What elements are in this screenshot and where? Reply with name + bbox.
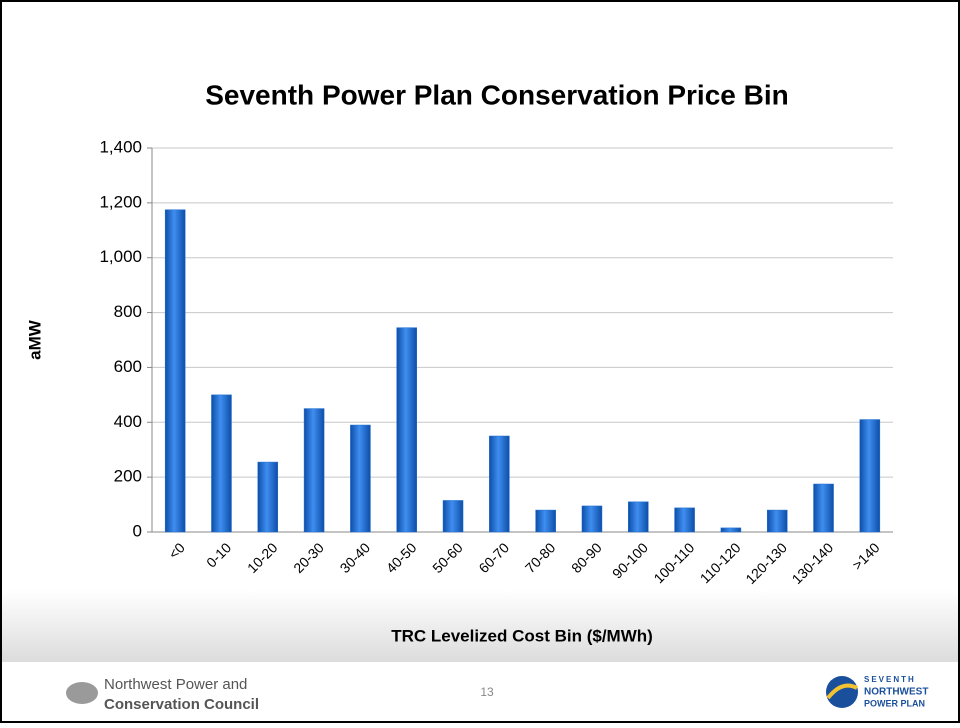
bar — [581, 505, 603, 533]
x-tick-label: 80-90 — [568, 539, 605, 576]
x-tick-label: 60-70 — [475, 539, 512, 576]
y-tick-label: 200 — [114, 467, 142, 486]
bar — [303, 408, 325, 533]
bar — [442, 500, 464, 533]
x-tick-label: 40-50 — [383, 539, 420, 576]
x-axis-label: TRC Levelized Cost Bin ($/MWh) — [391, 626, 653, 645]
org-name: Northwest Power and — [104, 676, 247, 693]
bar — [674, 507, 695, 533]
footer-bg — [0, 662, 960, 723]
bar — [489, 435, 510, 533]
x-tick-label: 100-110 — [650, 539, 697, 586]
bar — [859, 419, 881, 533]
bar — [164, 209, 186, 533]
y-tick-label: 1,400 — [99, 137, 142, 156]
y-axis-label: aMW — [25, 319, 44, 360]
y-tick-label: 800 — [114, 302, 142, 321]
x-tick-label: <0 — [165, 539, 188, 562]
band — [0, 590, 960, 662]
plan-name: SEVENTH — [864, 675, 916, 684]
plan-name: POWER PLAN — [864, 698, 925, 708]
x-tick-label: 10-20 — [244, 539, 281, 576]
bar — [350, 424, 371, 533]
plan-name: NORTHWEST — [864, 687, 928, 698]
x-tick-label: 70-80 — [522, 539, 559, 576]
bar — [813, 483, 834, 533]
plan-logo-swoosh — [826, 683, 858, 700]
chart-title: Seventh Power Plan Conservation Price Bi… — [205, 79, 789, 110]
x-tick-label: 20-30 — [290, 539, 327, 576]
x-tick-label: 110-120 — [697, 539, 744, 586]
org-name: Conservation Council — [104, 696, 259, 713]
bar — [396, 327, 417, 533]
x-tick-label: 90-100 — [609, 539, 651, 581]
bar — [766, 509, 788, 533]
bar — [257, 461, 279, 533]
x-tick-label: 120-130 — [742, 539, 790, 587]
page-number: 13 — [480, 685, 494, 699]
bar — [628, 501, 649, 533]
y-tick-label: 1,000 — [99, 247, 142, 266]
bar — [211, 394, 232, 533]
x-tick-label: 0-10 — [203, 539, 234, 570]
org-logo — [66, 682, 98, 704]
x-tick-label: 30-40 — [337, 539, 374, 576]
y-tick-label: 400 — [114, 412, 142, 431]
x-tick-label: 130-140 — [789, 539, 837, 587]
bar — [535, 509, 556, 533]
y-tick-label: 0 — [133, 521, 142, 540]
x-tick-label: 50-60 — [429, 539, 466, 576]
bar — [720, 527, 742, 533]
y-tick-label: 600 — [114, 357, 142, 376]
x-tick-label: >140 — [849, 539, 883, 573]
y-tick-label: 1,200 — [99, 192, 142, 211]
